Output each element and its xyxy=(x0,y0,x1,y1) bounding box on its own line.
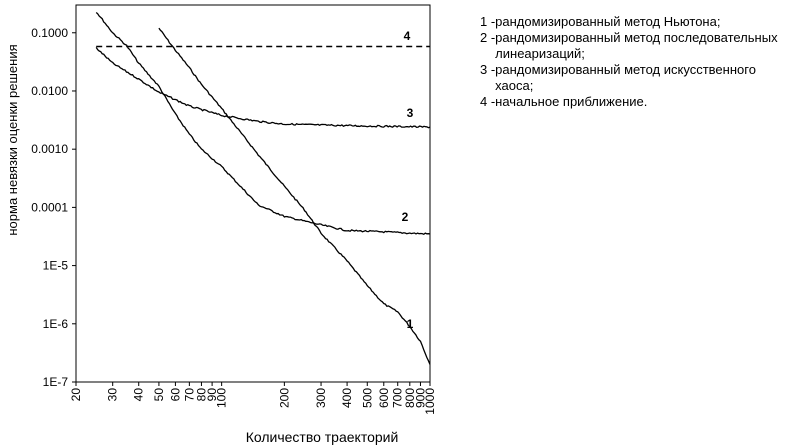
series-line-1 xyxy=(158,27,431,365)
series-label-1: 1 xyxy=(407,317,414,331)
legend-key: 3 - xyxy=(480,62,496,77)
legend-text: начальное приближение. xyxy=(495,94,648,109)
legend-text: рандомизированный метод последовательных… xyxy=(495,30,778,61)
y-tick-label: 0.0100 xyxy=(31,84,68,98)
x-tick-label: 300 xyxy=(314,388,328,408)
series-label-4: 4 xyxy=(404,29,411,43)
x-tick-label: 800 xyxy=(403,388,417,408)
legend: 1 - рандомизированный метод Ньютона; 2 -… xyxy=(480,14,785,110)
legend-item-4: 4 - начальное приближение. xyxy=(480,94,785,110)
series-label-2: 2 xyxy=(402,210,409,224)
y-tick-label: 0.1000 xyxy=(31,26,68,40)
x-tick-label: 20 xyxy=(69,388,83,402)
legend-text: рандомизированный метод искусственного х… xyxy=(495,62,756,93)
x-tick-label: 700 xyxy=(391,388,405,408)
series-lines xyxy=(95,12,431,365)
y-tick-label: 1E-5 xyxy=(43,259,69,273)
y-axis-title: норма невязки оценки решения xyxy=(5,44,20,235)
legend-item-3: 3 - рандомизированный метод искусственно… xyxy=(480,62,785,94)
legend-key: 4 - xyxy=(480,94,496,109)
x-tick-label: 100 xyxy=(215,388,229,408)
y-tick-label: 0.0010 xyxy=(31,142,68,156)
x-tick-label: 400 xyxy=(340,388,354,408)
y-tick-label: 1E-6 xyxy=(43,317,69,331)
x-tick-label: 50 xyxy=(152,388,166,402)
y-tick-label: 1E-7 xyxy=(43,375,69,389)
x-tick-label: 40 xyxy=(132,388,146,402)
x-tick-label: 90 xyxy=(205,388,219,402)
y-axis-ticks: 0.1000 0.0100 0.0010 0.0001 1E-5 1E-6 1E-7 xyxy=(31,26,76,389)
x-axis-title: Количество траекторий xyxy=(246,429,399,445)
x-tick-label: 600 xyxy=(377,388,391,408)
legend-text: рандомизированный метод Ньютона; xyxy=(495,14,721,29)
x-tick-label: 60 xyxy=(168,388,182,402)
x-tick-label: 900 xyxy=(413,388,427,408)
x-tick-label: 500 xyxy=(360,388,374,408)
series-line-3 xyxy=(95,47,431,129)
series-label-3: 3 xyxy=(407,106,414,120)
x-tick-label: 70 xyxy=(182,388,196,402)
legend-key: 2 - xyxy=(480,30,496,45)
x-tick-label: 200 xyxy=(277,388,291,408)
legend-item-2: 2 - рандомизированный метод последовател… xyxy=(480,30,785,62)
legend-item-1: 1 - рандомизированный метод Ньютона; xyxy=(480,14,785,30)
plot-frame xyxy=(75,4,431,383)
x-tick-label: 80 xyxy=(194,388,208,402)
y-tick-label: 0.0001 xyxy=(31,200,68,214)
series-end-labels: 1 2 3 4 xyxy=(402,29,414,331)
x-tick-label: 1000 xyxy=(423,388,437,415)
legend-key: 1 - xyxy=(480,14,496,29)
x-tick-label: 30 xyxy=(106,388,120,402)
series-line-2 xyxy=(95,12,431,236)
